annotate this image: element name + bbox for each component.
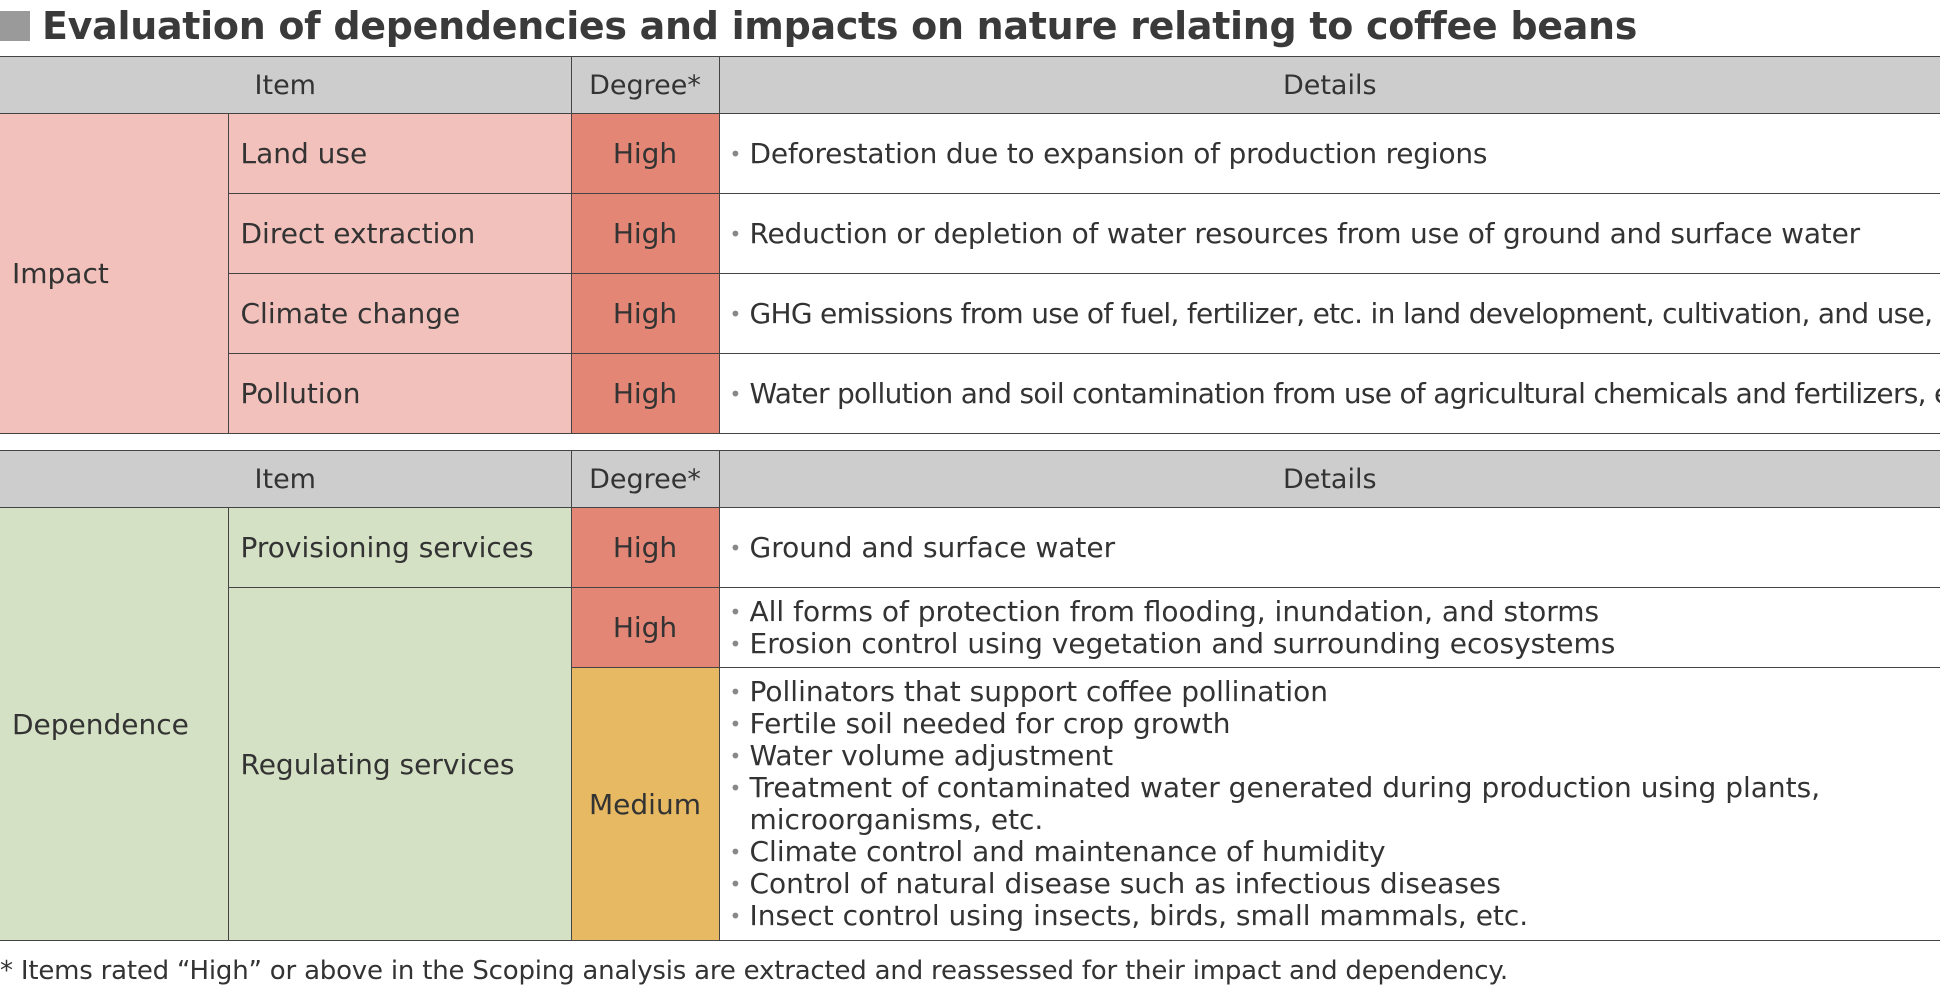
category-dependence: Dependence (0, 507, 229, 941)
header-degree: Degree* (570, 450, 720, 508)
detail-line: • Fertile soil needed for crop growth (729, 707, 1231, 740)
details-cell: • All forms of protection from flooding, … (718, 587, 1940, 668)
bullet-icon: • (729, 680, 742, 704)
dependence-table: Item Degree* Details Dependence Provisio… (0, 450, 1940, 941)
details-cell: • Ground and surface water (718, 507, 1940, 588)
item-pollution: Pollution (228, 353, 572, 434)
detail-line: • Control of natural disease such as infe… (729, 867, 1501, 900)
bullet-icon: • (729, 631, 742, 656)
detail-line: • GHG emissions from use of fuel, fertili… (729, 296, 1940, 330)
bullet-icon: • (729, 141, 742, 166)
item-land-use: Land use (227, 113, 572, 194)
detail-line: • Water volume adjustment (729, 739, 1114, 772)
details-cell: • Reduction or depletion of water resourc… (718, 193, 1940, 274)
degree-badge: High (570, 273, 720, 354)
bullet-icon: • (729, 744, 742, 768)
bullet-icon: • (729, 872, 742, 896)
bullet-icon: • (729, 301, 742, 326)
bullet-icon: • (729, 535, 742, 560)
degree-badge: High (570, 353, 720, 434)
detail-line: • Deforestation due to expansion of produ… (729, 136, 1488, 170)
detail-line: • Treatment of contaminated water generat… (729, 771, 1821, 836)
bullet-icon: • (729, 599, 742, 624)
degree-badge: Medium (571, 667, 720, 941)
bullet-icon: • (729, 221, 742, 246)
detail-line: • Reduction or depletion of water resourc… (729, 216, 1861, 250)
details-cell: • GHG emissions from use of fuel, fertili… (718, 273, 1940, 354)
item-regulating-services: Regulating services (228, 587, 572, 941)
item-direct-extraction: Direct extraction (228, 193, 572, 274)
header-details: Details (718, 450, 1940, 508)
header-item: Item (0, 450, 572, 508)
degree-badge: High (570, 113, 720, 194)
bullet-icon: • (729, 712, 742, 736)
header-details: Details (718, 56, 1940, 114)
bullet-icon: • (729, 840, 742, 864)
category-impact: Impact (0, 113, 229, 434)
item-provisioning-services: Provisioning services (227, 507, 572, 588)
detail-line: • Water pollution and soil contamination … (729, 376, 1940, 410)
degree-badge: High (570, 507, 720, 588)
details-cell: • Deforestation due to expansion of produ… (718, 113, 1940, 194)
detail-line: • Erosion control using vegetation and su… (729, 626, 1616, 660)
bullet-icon: • (729, 776, 742, 800)
item-climate-change: Climate change (228, 273, 572, 354)
impact-table: Item Degree* Details Impact Land use Hig… (0, 56, 1940, 434)
detail-line: • Pollinators that support coffee pollina… (729, 675, 1328, 708)
details-cell: • Water pollution and soil contamination … (718, 353, 1940, 434)
header-item: Item (0, 56, 572, 114)
title-row: Evaluation of dependencies and impacts o… (0, 4, 1637, 48)
page-title: Evaluation of dependencies and impacts o… (42, 4, 1638, 48)
title-marker (0, 11, 30, 41)
details-cell: • Pollinators that support coffee pollina… (718, 667, 1940, 941)
footnote: * Items rated “High” or above in the Sco… (0, 956, 1508, 986)
bullet-icon: • (729, 904, 742, 928)
detail-line: • All forms of protection from flooding, … (729, 594, 1600, 628)
degree-badge: High (570, 193, 720, 274)
detail-line: • Climate control and maintenance of humi… (729, 835, 1386, 868)
detail-line: • Ground and surface water (729, 530, 1116, 564)
detail-line: • Insect control using insects, birds, sm… (729, 899, 1529, 932)
bullet-icon: • (729, 381, 742, 406)
degree-badge: High (570, 587, 720, 668)
header-degree: Degree* (570, 56, 720, 114)
